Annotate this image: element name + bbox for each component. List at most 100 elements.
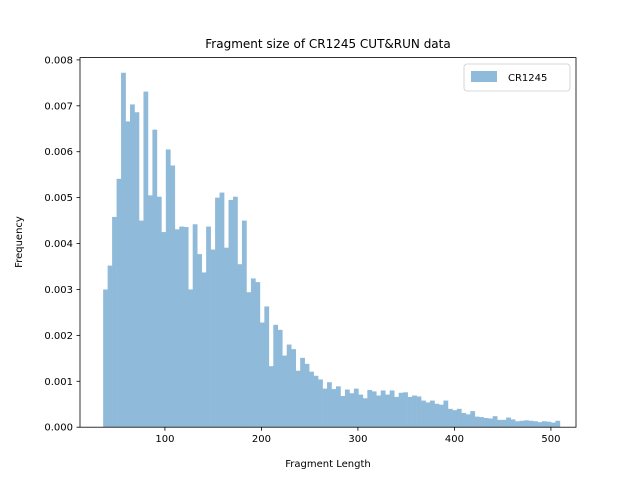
histogram-bar [519,420,525,428]
histogram-bar [188,289,194,428]
histogram-bar [430,400,435,428]
histogram-bar [541,421,547,428]
y-tick-label: 0.008 [44,55,73,66]
y-ticks: 0.000 0.001 0.002 0.003 0.004 0.005 0.006 0.007… [44,55,80,434]
histogram-bar [318,379,323,428]
y-tick-label: 0.002 [44,331,73,342]
x-tick-label: 300 [348,434,367,445]
histogram-bar [443,400,449,428]
legend: CR1245 [463,63,571,92]
histogram-bar [555,420,561,428]
x-ticks: 100 200 300 400 500 [155,427,560,445]
histogram-bar [201,272,207,428]
histogram-bar [483,418,489,428]
histogram-bar [147,195,153,428]
histogram-bar [398,392,404,428]
histogram-bar [461,412,467,428]
histogram-bar [241,220,247,428]
y-axis-label: Frequency [14,216,25,268]
histogram-bar [183,227,189,428]
histogram-bar [533,421,538,428]
histogram-bar [246,292,252,428]
histogram-bar [179,226,185,428]
histogram-bar [331,389,337,428]
histogram-bar [264,306,270,428]
histogram-bar [259,322,265,428]
histogram-bar [103,289,108,428]
histogram-bar [152,129,158,428]
histogram-bar [295,370,301,428]
legend-box [463,63,571,92]
histogram-bar [367,390,373,428]
histogram-bar [304,363,310,428]
y-tick-label: 0.004 [44,239,73,250]
y-tick-label: 0.003 [44,285,73,296]
histogram-bar [210,249,216,428]
histogram-bar [465,414,471,428]
histogram-bar [313,375,319,428]
histogram-bar [291,349,296,428]
histogram-bar [121,72,126,428]
histogram-bar [510,419,516,428]
x-tick-label: 100 [155,434,174,445]
histogram-bar [385,394,391,428]
histogram-bar [300,357,305,428]
histogram-bar [447,408,453,428]
histogram-bar [156,196,162,428]
histogram-bar [394,396,399,428]
histogram-bar [116,178,122,428]
histogram-bar [228,199,234,428]
histogram-bar [138,220,144,428]
histogram-bar [112,216,117,428]
y-tick-label: 0.007 [44,101,73,112]
histogram-bar [497,419,502,428]
x-tick-label: 400 [445,434,464,445]
histogram-bar [537,422,543,428]
histogram-bar [528,420,534,428]
y-tick-label: 0.001 [44,377,73,388]
histogram-bar [277,329,283,428]
histogram-bar [546,421,552,428]
histogram-bar [344,389,350,428]
histogram-bar [421,400,426,428]
histogram-bar [224,247,229,428]
legend-swatch [471,71,497,82]
histogram-bar [353,388,359,428]
histogram-bar [250,278,256,428]
histogram-bar [501,419,507,428]
histogram-bar [380,390,386,428]
histogram-bar [215,197,220,428]
histogram-bar [492,416,498,428]
histogram-bar [282,355,288,428]
histogram-bar [371,391,377,428]
histogram-bar [322,388,328,428]
histogram-bar [170,165,176,428]
histogram-bar [524,420,529,428]
histogram-bar [268,366,274,428]
x-axis-label: Fragment Length [285,459,370,470]
histogram-bar [174,229,180,428]
histogram-bar [206,226,211,428]
histogram-bar [389,390,395,428]
histogram-bar [407,396,413,428]
histogram-bar [488,418,494,428]
histogram-bar [134,112,140,428]
histogram-bar [474,416,480,428]
y-tick-label: 0.006 [44,147,73,158]
histogram-bar [237,264,243,428]
histogram-bar [438,404,444,428]
histogram-bar [143,91,149,428]
histogram-bar [376,395,382,428]
histogram-bar [273,324,279,428]
bars-group [103,72,561,428]
histogram-bar [165,149,171,428]
histogram-bar [335,386,341,428]
histogram-bar [456,408,462,428]
x-tick-label: 500 [541,434,560,445]
histogram-bar [192,224,198,428]
histogram-bar [470,411,476,428]
histogram-bar [425,402,431,428]
histogram-bar [255,282,261,428]
histogram-bar [362,398,368,428]
